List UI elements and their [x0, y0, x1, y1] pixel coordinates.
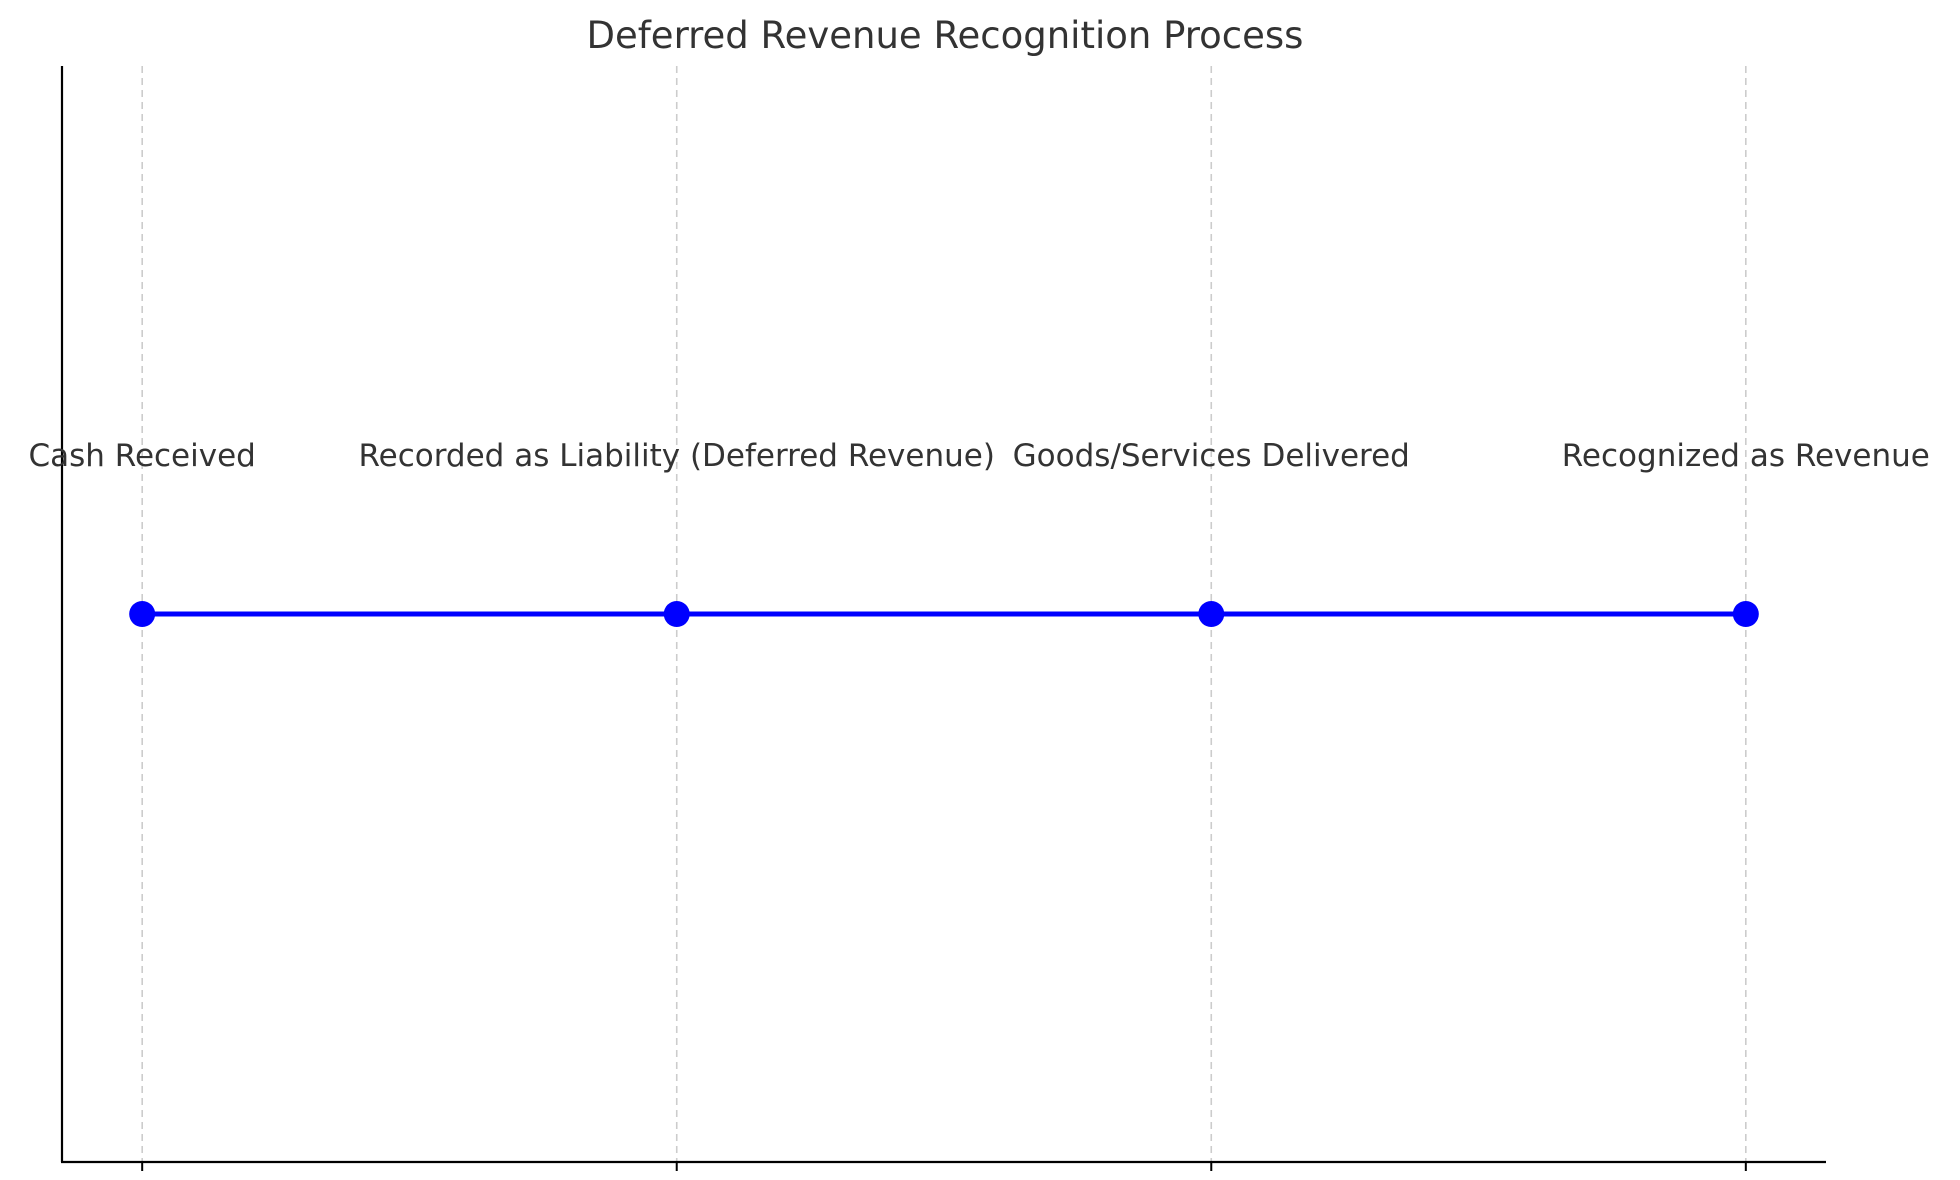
axes-layer	[60, 66, 1826, 1171]
step-marker-4	[1732, 601, 1759, 627]
step-label-3: Goods/Services Delivered	[1013, 438, 1410, 474]
label-layer: Cash Received Recorded as Liability (Defe…	[29, 438, 1930, 474]
step-marker-2	[663, 601, 690, 627]
step-marker-1	[129, 601, 156, 627]
step-label-2: Recorded as Liability (Deferred Revenue)	[358, 438, 994, 474]
step-label-1: Cash Received	[29, 438, 256, 474]
grid-layer	[141, 66, 1747, 1162]
series-layer	[129, 601, 1759, 627]
chart-title: Deferred Revenue Recognition Process	[587, 14, 1304, 57]
step-label-4: Recognized as Revenue	[1562, 438, 1930, 474]
step-marker-3	[1198, 601, 1225, 627]
